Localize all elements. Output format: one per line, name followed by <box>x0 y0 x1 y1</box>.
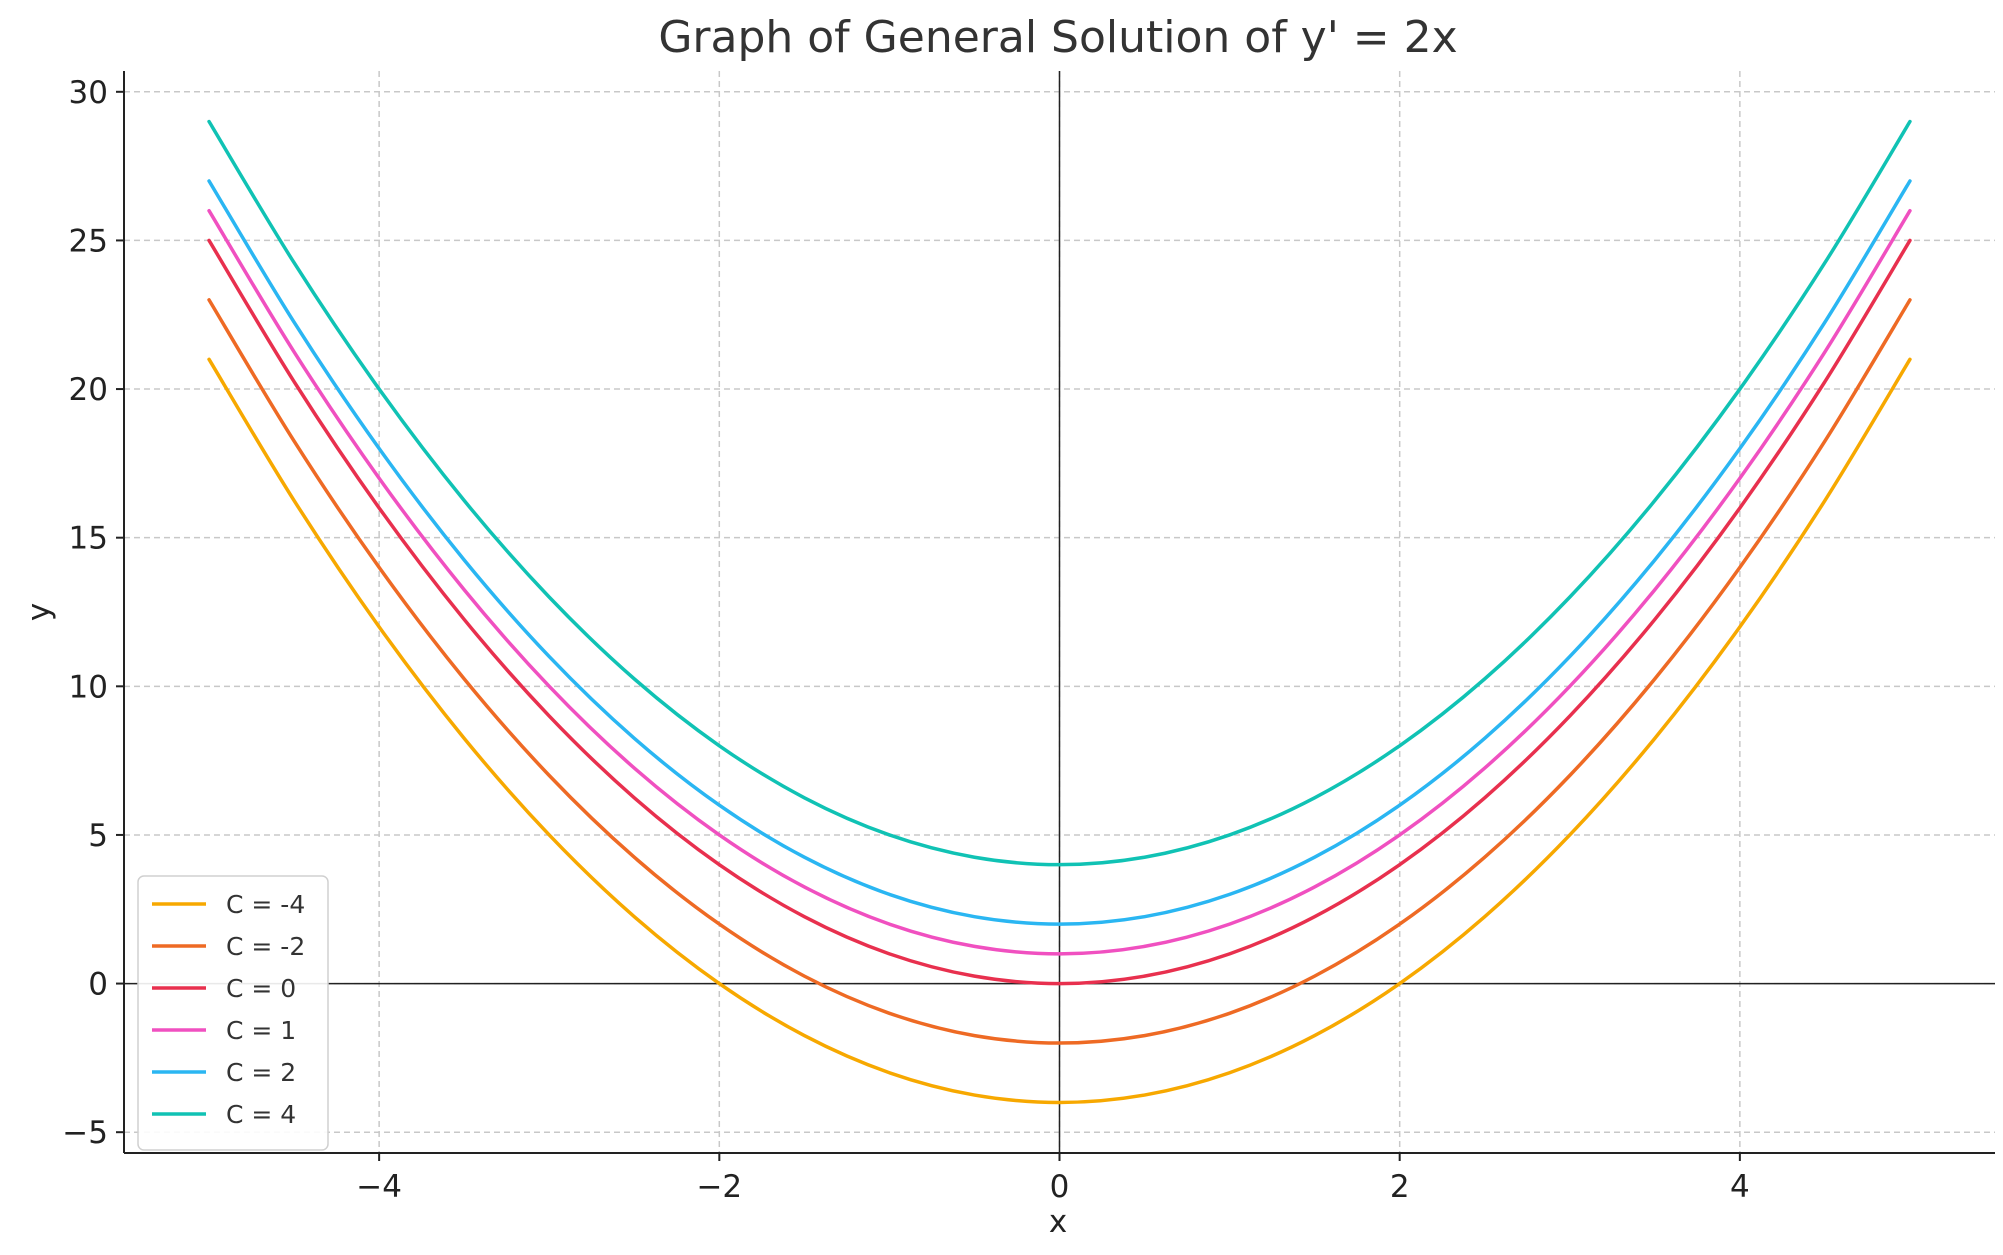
series-line-3 <box>207 208 1912 956</box>
y-tick-label: −5 <box>62 1115 108 1151</box>
legend-label: C = 1 <box>226 1016 296 1045</box>
legend-label: C = -2 <box>226 932 305 961</box>
series-line-4 <box>207 179 1912 926</box>
y-tick-label: 25 <box>69 223 108 259</box>
ticks: −4 −2 0 2 4 −5 0 5 10 15 20 25 30 <box>62 75 1749 1205</box>
y-tick-label: 30 <box>69 75 108 111</box>
legend-label: C = 2 <box>226 1058 296 1087</box>
legend-label: C = 0 <box>226 974 296 1003</box>
x-tick-label: −2 <box>696 1169 742 1205</box>
series-line-2 <box>207 238 1912 986</box>
series-line-1 <box>207 298 1912 1045</box>
x-axis-label: x <box>1049 1204 1067 1240</box>
x-tick-label: 4 <box>1730 1169 1750 1205</box>
y-axis-label: y <box>21 603 57 621</box>
x-tick-label: 2 <box>1390 1169 1410 1205</box>
y-tick-label: 5 <box>88 818 108 854</box>
chart-title: Graph of General Solution of y' = 2x <box>658 12 1457 63</box>
x-tick-label: 0 <box>1050 1169 1070 1205</box>
legend: C = -4 C = -2 C = 0 C = 1 C = 2 C = 4 <box>137 875 329 1151</box>
series-line-0 <box>207 357 1912 1105</box>
legend-label: C = 4 <box>226 1100 296 1129</box>
y-tick-label: 20 <box>69 372 108 408</box>
series-layer <box>207 119 1912 1105</box>
series-line-5 <box>207 119 1912 867</box>
y-tick-label: 0 <box>88 967 108 1003</box>
y-tick-label: 15 <box>69 521 108 557</box>
x-tick-label: −4 <box>356 1169 402 1205</box>
legend-label: C = -4 <box>226 890 305 919</box>
zero-lines <box>124 71 1995 1153</box>
y-tick-label: 10 <box>69 669 108 705</box>
